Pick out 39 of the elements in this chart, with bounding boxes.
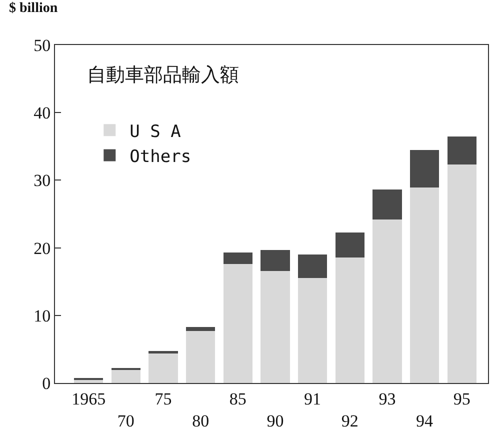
legend-label: U S A: [130, 122, 181, 142]
bar: [223, 252, 252, 264]
text: 自動車部品輸入額: [87, 64, 239, 86]
y-tick-label: 30: [34, 171, 51, 190]
bar: [447, 164, 476, 383]
bar: [260, 270, 290, 383]
y-tick-label: 20: [34, 238, 51, 258]
x-tick-label: 1965: [72, 389, 106, 408]
bar: [148, 353, 178, 383]
bar: [372, 219, 402, 383]
y-tick-label: 40: [34, 104, 51, 123]
bar: [335, 257, 364, 383]
bar: [223, 264, 252, 383]
x-tick-label: 92: [341, 412, 358, 430]
x-tick-label: 93: [378, 389, 396, 408]
x-tick-label: 85: [229, 389, 246, 408]
bar: [298, 278, 328, 383]
y-axis-title: $ billion: [9, 1, 58, 16]
x-tick-label: 94: [416, 412, 434, 430]
x-tick-label: 70: [117, 412, 134, 430]
y-tick-label: 50: [34, 36, 51, 55]
bar: [335, 232, 364, 258]
bar: [372, 190, 402, 220]
x-tick-label: 95: [453, 389, 470, 408]
x-tick-label: 90: [266, 412, 284, 430]
bar: [111, 369, 140, 383]
x-tick-label: 91: [304, 389, 322, 408]
bar: [410, 150, 440, 188]
bar: [186, 330, 216, 383]
y-tick-label: 0: [42, 374, 51, 393]
bar: [186, 326, 216, 331]
bar: [298, 254, 328, 278]
x-tick-label: 80: [192, 412, 210, 430]
bar: [410, 188, 440, 383]
y-tick-label: 10: [34, 306, 51, 326]
bar: [447, 136, 476, 165]
legend-label: Others: [130, 146, 192, 167]
x-tick-label: 75: [154, 389, 172, 408]
bar: [260, 250, 290, 271]
